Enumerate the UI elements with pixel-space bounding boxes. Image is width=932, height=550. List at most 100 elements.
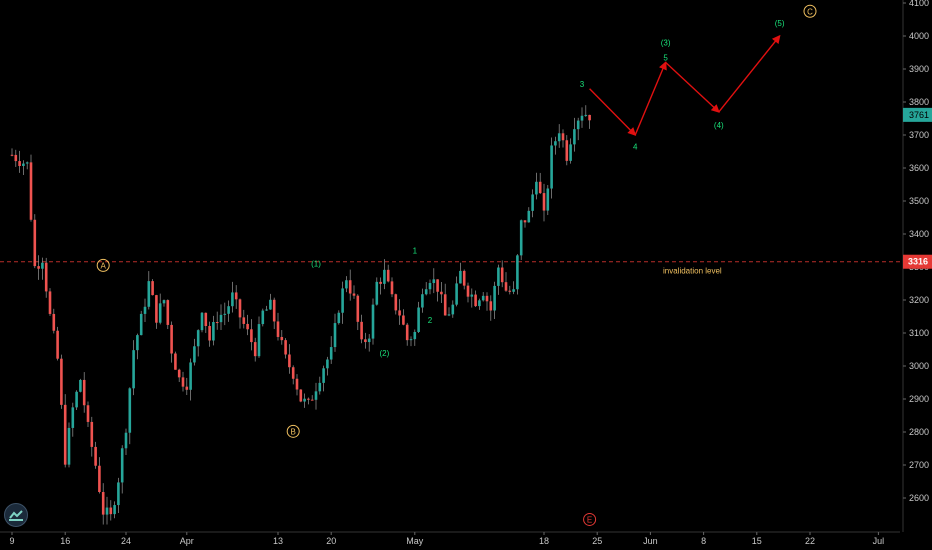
candle-body — [580, 115, 584, 121]
candle-body — [318, 382, 322, 392]
last-price-tag — [903, 107, 932, 122]
candle-body — [48, 291, 52, 314]
tradingview-logo-icon[interactable] — [4, 503, 28, 527]
candle-body — [52, 313, 56, 331]
candle-body — [538, 181, 542, 194]
price-tick-label: 3500 — [909, 196, 929, 206]
price-tick-label: 2800 — [909, 427, 929, 437]
candle-body — [588, 114, 591, 121]
candle-body — [519, 220, 523, 256]
candle-body — [158, 303, 162, 323]
wave-label-circle — [286, 424, 300, 438]
candle-body — [223, 313, 227, 315]
candle-body — [253, 342, 257, 357]
wave-label: A — [101, 261, 107, 270]
candle-body — [531, 194, 534, 211]
candle-body — [569, 144, 572, 161]
candle-body — [128, 388, 132, 433]
candle-body — [177, 369, 181, 378]
candle-body — [386, 269, 390, 282]
candle-body — [421, 294, 424, 308]
candle-body — [113, 505, 116, 515]
projection-segment — [718, 34, 781, 113]
projection-segment — [589, 88, 637, 136]
candle-body — [295, 378, 299, 390]
time-tick-label: 24 — [121, 536, 131, 546]
wave-label-circle — [583, 512, 597, 526]
candle-body — [367, 338, 371, 343]
candle-body — [265, 309, 268, 311]
wave-label: 2 — [428, 316, 433, 325]
invalidation-price-tag — [903, 254, 932, 269]
wave-label: (2) — [380, 349, 390, 358]
time-axis[interactable]: 9 16 24 Apr 13 20 May 18 25 Jun 8 15 22 Jul — [0, 531, 900, 546]
price-tick-label: 2900 — [909, 394, 929, 404]
candle-body — [269, 299, 272, 310]
candle-body — [474, 294, 477, 307]
candle-body — [272, 299, 276, 322]
candle-body — [447, 314, 451, 316]
candle-body — [196, 330, 200, 347]
wave-label: (3) — [661, 39, 671, 48]
candle-body — [33, 219, 37, 267]
candle-body — [189, 362, 192, 390]
price-tick-label: 2600 — [909, 493, 929, 503]
candle-body — [413, 331, 417, 340]
candle-body — [409, 339, 413, 341]
candle-body — [143, 306, 147, 314]
wave-label: B — [291, 427, 296, 436]
candle-body — [512, 289, 515, 292]
candle-body — [527, 210, 531, 223]
candle-body — [90, 421, 94, 447]
candle-body — [348, 280, 352, 294]
candle-body — [101, 492, 105, 515]
price-tick-label: 3200 — [909, 295, 929, 305]
candle-body — [181, 377, 185, 387]
candle-body — [360, 321, 363, 340]
candle-body — [60, 358, 63, 405]
candle-body — [250, 329, 253, 343]
candle-body — [155, 295, 158, 323]
invalidation-price-value: 3316 — [908, 257, 928, 267]
candle-body — [550, 145, 553, 189]
candle-body — [451, 304, 455, 315]
candle-body — [109, 507, 113, 515]
candle-body — [117, 482, 120, 506]
candle-body — [470, 294, 474, 297]
price-tick-label: 3700 — [909, 130, 929, 140]
candle-body — [500, 267, 504, 283]
candle-body — [440, 291, 443, 295]
candle-body — [326, 359, 329, 369]
candle-body — [493, 285, 496, 311]
candle-body — [132, 350, 135, 389]
invalidation-layer: invalidation level — [0, 261, 900, 276]
candle-body — [79, 379, 82, 392]
candle-body — [75, 391, 78, 408]
wave-label: E — [587, 515, 592, 524]
candle-body — [231, 292, 234, 307]
time-tick-label: 20 — [326, 536, 336, 546]
wave-label: (4) — [714, 121, 724, 130]
time-tick-label: Jun — [643, 536, 658, 546]
candle-body — [424, 289, 428, 295]
candle-body — [443, 294, 447, 316]
candle-body — [234, 292, 238, 300]
candle-body — [280, 336, 284, 341]
candle-body — [557, 133, 561, 142]
candle-body — [166, 300, 170, 325]
candle-body — [322, 368, 325, 383]
candle-body — [82, 379, 86, 406]
price-tick-label: 4000 — [909, 31, 929, 41]
candle-body — [288, 354, 291, 368]
candle-body — [193, 346, 196, 363]
candle-body — [337, 312, 341, 324]
wave-label: 4 — [633, 143, 638, 152]
candle-body — [204, 312, 208, 327]
price-tick-label: 3600 — [909, 163, 929, 173]
wave-label: (5) — [775, 19, 785, 28]
candle-body — [200, 312, 204, 331]
candle-body — [291, 367, 295, 379]
candle-body — [238, 299, 242, 318]
projection-segment — [634, 61, 667, 136]
